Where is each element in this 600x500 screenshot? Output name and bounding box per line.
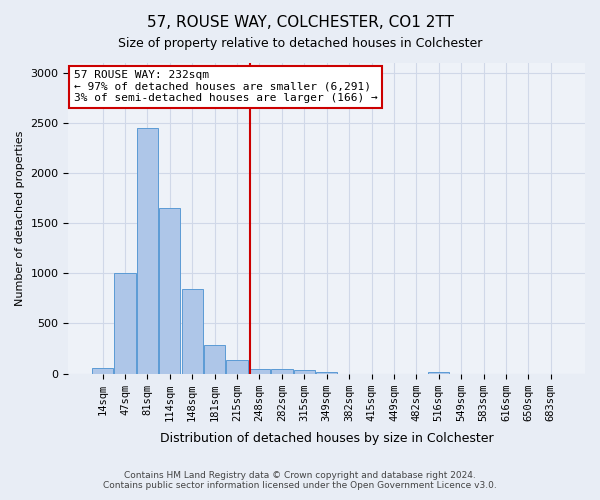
X-axis label: Distribution of detached houses by size in Colchester: Distribution of detached houses by size … <box>160 432 494 445</box>
Bar <box>92 368 113 374</box>
Bar <box>182 290 203 374</box>
Bar <box>137 128 158 374</box>
Bar <box>316 372 337 374</box>
Bar <box>293 370 315 374</box>
Bar <box>226 360 248 374</box>
Bar <box>249 368 270 374</box>
Y-axis label: Number of detached properties: Number of detached properties <box>15 130 25 306</box>
Text: Contains HM Land Registry data © Crown copyright and database right 2024.
Contai: Contains HM Land Registry data © Crown c… <box>103 470 497 490</box>
Text: 57 ROUSE WAY: 232sqm
← 97% of detached houses are smaller (6,291)
3% of semi-det: 57 ROUSE WAY: 232sqm ← 97% of detached h… <box>74 70 377 104</box>
Bar <box>159 208 181 374</box>
Bar <box>271 368 293 374</box>
Text: 57, ROUSE WAY, COLCHESTER, CO1 2TT: 57, ROUSE WAY, COLCHESTER, CO1 2TT <box>146 15 454 30</box>
Bar <box>204 344 225 374</box>
Bar <box>115 274 136 374</box>
Text: Size of property relative to detached houses in Colchester: Size of property relative to detached ho… <box>118 38 482 51</box>
Bar <box>428 372 449 374</box>
